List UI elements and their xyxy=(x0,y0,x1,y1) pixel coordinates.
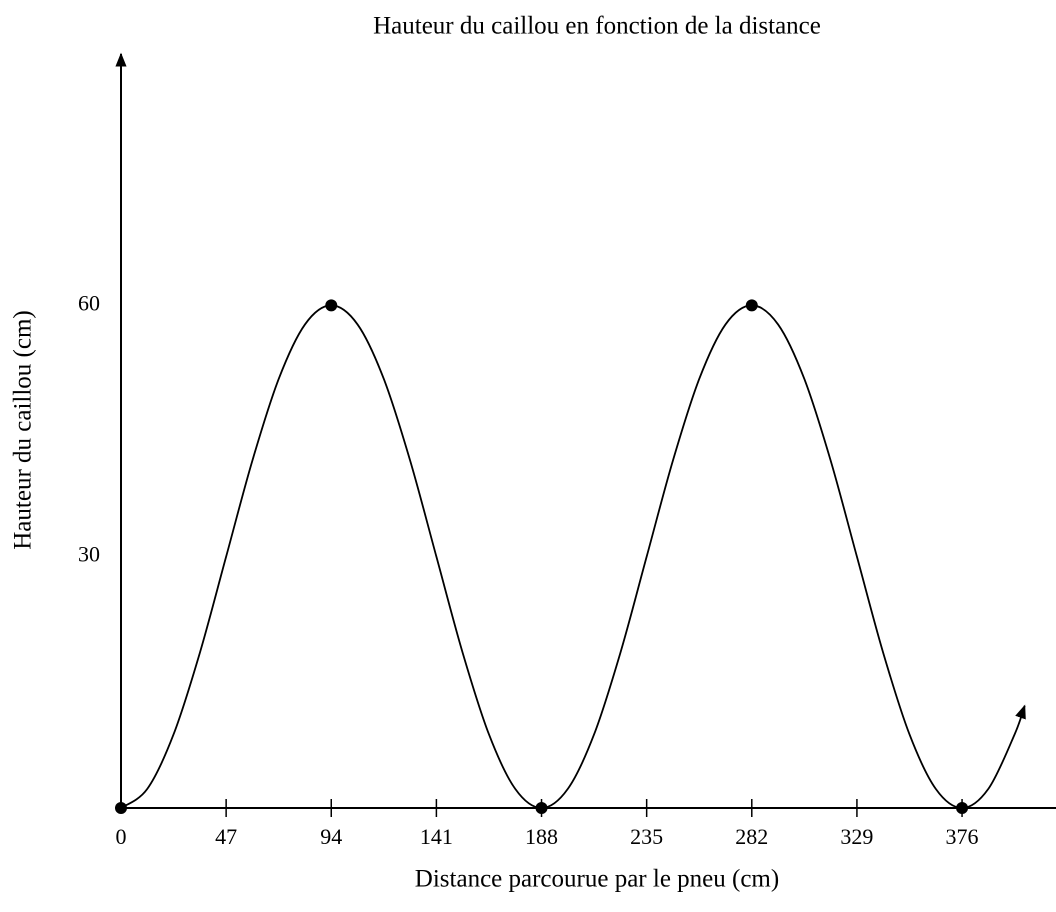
x-tick-label: 188 xyxy=(525,824,558,849)
data-point xyxy=(325,299,338,312)
data-point xyxy=(745,299,758,312)
data-point xyxy=(115,802,127,814)
y-tick-label: 30 xyxy=(78,542,100,567)
x-tick-label: 329 xyxy=(840,824,873,849)
x-tick-label: 0 xyxy=(116,824,127,849)
data-point xyxy=(535,802,548,814)
x-tick-label: 47 xyxy=(215,824,237,849)
data-point xyxy=(956,802,969,814)
x-tick-label: 282 xyxy=(735,824,768,849)
x-tick-label: 235 xyxy=(630,824,663,849)
curve xyxy=(120,304,1026,809)
x-axis-label: Distance parcourue par le pneu (cm) xyxy=(415,866,779,893)
x-tick-label: 94 xyxy=(320,824,342,849)
y-axis-label: Hauteur du caillou (cm) xyxy=(10,310,37,550)
chart-title: Hauteur du caillou en fonction de la dis… xyxy=(373,13,821,40)
x-tick-label: 141 xyxy=(420,824,453,849)
y-tick-label: 60 xyxy=(78,290,100,315)
x-tick-label: 376 xyxy=(946,824,979,849)
